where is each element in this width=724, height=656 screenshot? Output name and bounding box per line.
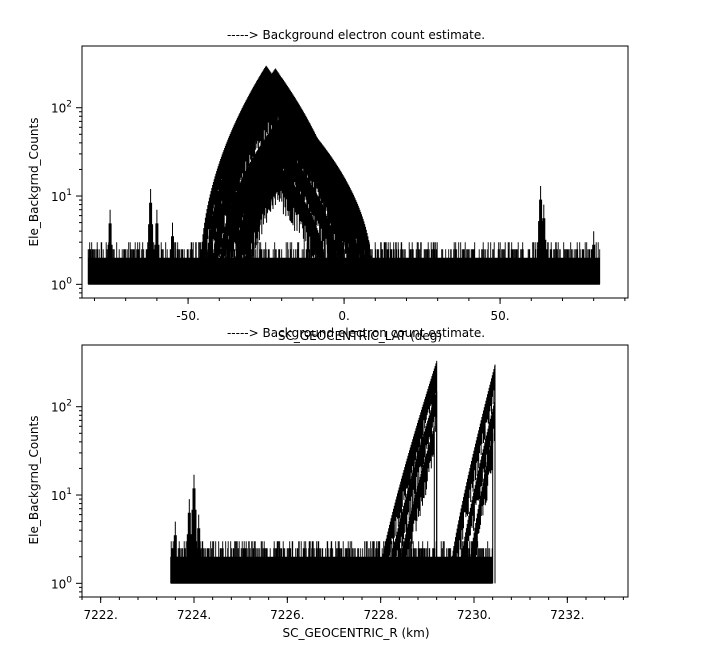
x-axis-label: SC_GEOCENTRIC_R (km) bbox=[283, 626, 430, 640]
y-tick-label: 100 bbox=[51, 276, 72, 292]
panel-radius: -----> Background electron count estimat… bbox=[27, 326, 629, 640]
x-tick-label: 7226. bbox=[270, 608, 304, 622]
series-line bbox=[459, 399, 496, 584]
series-line bbox=[243, 160, 326, 285]
spike bbox=[186, 499, 192, 584]
x-tick-label: 0. bbox=[338, 309, 349, 323]
spike bbox=[196, 514, 202, 584]
panel-latitude: -----> Background electron count estimat… bbox=[27, 28, 629, 343]
chart-title: -----> Background electron count estimat… bbox=[227, 326, 485, 340]
x-tick-label: 7224. bbox=[177, 608, 211, 622]
spike bbox=[148, 189, 154, 285]
x-tick-label: 50. bbox=[491, 309, 510, 323]
spike bbox=[107, 209, 113, 285]
plot-frame bbox=[81, 45, 629, 299]
plot-frame bbox=[81, 344, 629, 598]
x-tick-label: 7230. bbox=[457, 608, 491, 622]
x-tick-label: -50. bbox=[176, 309, 199, 323]
spike bbox=[154, 209, 160, 285]
series-line bbox=[380, 360, 438, 584]
y-tick-label: 100 bbox=[51, 575, 72, 591]
spike bbox=[170, 222, 175, 285]
spike bbox=[538, 186, 544, 285]
spike bbox=[591, 231, 597, 285]
series-line bbox=[450, 364, 496, 584]
y-tick-label: 101 bbox=[51, 188, 72, 204]
x-axis-label: SC_GEOCENTRIC_LAT (deg) bbox=[278, 329, 442, 343]
x-tick-label: 7222. bbox=[83, 608, 117, 622]
spike bbox=[172, 521, 178, 584]
x-tick-label: 7228. bbox=[363, 608, 397, 622]
y-tick-label: 102 bbox=[51, 399, 72, 415]
x-tick-label: 7232. bbox=[550, 608, 584, 622]
y-tick-label: 102 bbox=[51, 100, 72, 116]
series-line bbox=[398, 426, 435, 584]
y-axis-label: Ele_Backgrnd_Counts bbox=[27, 416, 41, 545]
y-axis-label: Ele_Backgrnd_Counts bbox=[27, 118, 41, 247]
series-line bbox=[468, 433, 494, 584]
spike bbox=[191, 474, 197, 584]
noise-floor bbox=[170, 541, 493, 584]
y-tick-label: 101 bbox=[51, 487, 72, 503]
series-line bbox=[389, 391, 438, 584]
chart-title: -----> Background electron count estimat… bbox=[227, 28, 485, 42]
spike bbox=[541, 204, 547, 285]
